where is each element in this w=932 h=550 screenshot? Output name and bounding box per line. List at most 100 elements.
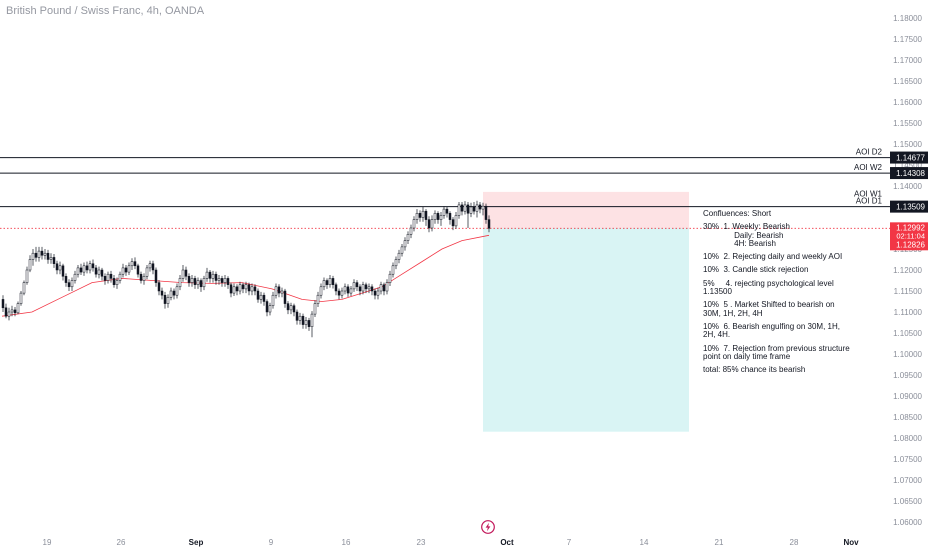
candle-body	[106, 273, 110, 281]
lightning-icon	[481, 520, 495, 534]
price-tick-label: 1.08000	[893, 434, 922, 443]
candle-body	[349, 288, 353, 294]
candle	[208, 270, 212, 283]
candle-body	[331, 278, 335, 285]
candle	[289, 302, 293, 315]
candle	[442, 206, 446, 219]
candle	[487, 215, 491, 233]
candle-body	[400, 246, 404, 254]
candle	[331, 275, 335, 289]
candle-body	[76, 267, 80, 275]
candle-body	[19, 292, 23, 304]
candle	[346, 284, 350, 297]
price-tick-label: 1.16000	[893, 98, 922, 107]
candle	[424, 209, 428, 226]
candle	[322, 277, 326, 291]
candle	[163, 291, 167, 309]
logo-button[interactable]	[479, 518, 497, 536]
candle	[436, 211, 440, 224]
confluence-line: 10% 2. Rejecting daily and weekly AOI	[703, 252, 843, 262]
price-tick-label: 1.15500	[893, 119, 922, 128]
candle-body	[40, 250, 44, 256]
confluences-title: Confluences: Short	[703, 209, 772, 218]
candle-body	[487, 219, 491, 229]
price-tick-label: 1.15000	[893, 140, 922, 149]
candle	[280, 287, 284, 298]
candle	[265, 299, 269, 317]
confluence-line: Daily: Bearish	[703, 230, 784, 240]
candle	[478, 201, 482, 214]
candle	[7, 307, 11, 321]
candle-body	[268, 305, 272, 313]
time-tick-label: 28	[790, 538, 799, 547]
candle-body	[148, 263, 152, 269]
level-labels-layer: 1.14677 1.14308 1.13509 1.1299202:11:041.12…	[890, 151, 928, 251]
moving-average-line	[1, 234, 490, 317]
candle	[421, 207, 425, 222]
price-tick-label: 1.11000	[894, 308, 923, 317]
candle	[85, 261, 89, 274]
candle	[229, 282, 233, 298]
candle	[358, 284, 362, 296]
time-tick-label: 23	[417, 538, 426, 547]
candle-body	[253, 286, 257, 292]
candle	[373, 288, 377, 300]
candle-body	[364, 284, 368, 290]
candle	[22, 280, 26, 296]
candle-body	[457, 204, 461, 216]
candle-body	[289, 305, 293, 311]
candle-body	[475, 204, 479, 212]
candle	[49, 253, 53, 264]
time-tick-label: 26	[117, 538, 126, 547]
candle	[457, 201, 461, 219]
price-badge-aoi-d2-bg	[890, 151, 928, 164]
candle-body	[196, 280, 200, 285]
candle	[112, 275, 116, 288]
candle-body	[481, 205, 485, 210]
candle	[178, 275, 182, 291]
candle-body	[49, 257, 53, 260]
candle-body	[418, 213, 422, 218]
candle-body	[205, 271, 209, 279]
candle	[25, 266, 29, 285]
candle-body	[286, 303, 290, 311]
candle	[412, 216, 416, 232]
candle-body	[472, 206, 476, 212]
candle	[325, 278, 329, 289]
candle	[70, 277, 74, 291]
candle-body	[352, 282, 356, 290]
confluence-line: 1.13500	[703, 287, 732, 297]
candle-body	[70, 280, 74, 288]
candle	[238, 281, 242, 295]
candle	[46, 249, 50, 264]
candle	[469, 202, 473, 218]
candle-body	[298, 315, 302, 321]
candle	[292, 303, 296, 317]
price-badge-aoi-w2: 1.14308	[896, 169, 925, 178]
price-tick-label: 1.06500	[893, 497, 922, 506]
candle-body	[370, 286, 374, 292]
candle	[364, 282, 368, 294]
confluence-line: 10% 5 . Market Shifted to bearish on	[703, 300, 835, 310]
candle-body	[391, 265, 395, 275]
candle	[91, 259, 95, 272]
candle	[466, 201, 470, 228]
candle-body	[403, 240, 407, 248]
time-tick-label: 16	[342, 538, 351, 547]
candle-body	[406, 234, 410, 241]
candle-body	[373, 290, 377, 296]
candle	[352, 279, 356, 292]
candle-body	[31, 252, 35, 260]
candle-body	[163, 294, 167, 304]
time-tick-label: 7	[567, 538, 572, 547]
candle-body	[25, 269, 29, 283]
candle-body	[142, 276, 146, 281]
time-tick-label: 19	[43, 538, 52, 547]
price-badge-aoi-d1: 1.13509	[896, 203, 925, 212]
candle	[97, 266, 101, 279]
candle	[274, 283, 278, 299]
candle-body	[91, 263, 95, 269]
candle	[43, 249, 47, 260]
candle	[148, 260, 152, 272]
